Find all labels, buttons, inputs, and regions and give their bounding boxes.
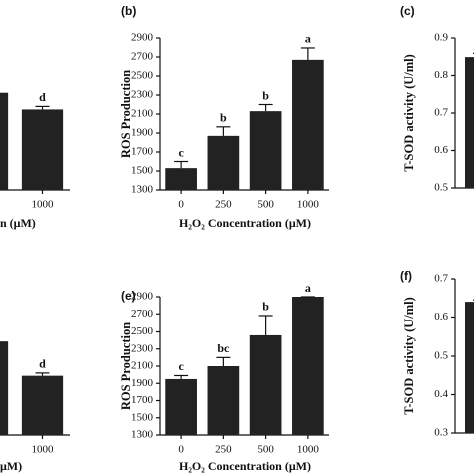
y-tick-label: 1700 <box>131 146 154 158</box>
y-tick-label: 1500 <box>131 411 154 423</box>
bar <box>21 109 64 190</box>
y-tick-label: 1900 <box>131 377 154 389</box>
bar <box>292 297 324 435</box>
y-tick-label: 0.7 <box>434 273 448 285</box>
y-axis-label: T-SOD activity (U/ml) <box>402 54 416 172</box>
y-axis-label: T-SOD activity (U/ml) <box>402 297 416 415</box>
x-tick-label: 250 <box>215 444 232 456</box>
y-tick-label: 0.9 <box>434 32 448 44</box>
y-tick-label: 2900 <box>131 32 154 44</box>
y-tick-label: 0.6 <box>434 144 448 156</box>
y-tick-label: 2300 <box>131 89 154 101</box>
y-tick-label: 2100 <box>131 360 154 372</box>
y-tick-label: 1300 <box>131 184 154 196</box>
bar <box>207 366 240 435</box>
panel-label: (e) <box>121 289 136 303</box>
significance-letter: d <box>39 90 46 104</box>
x-tick-label: 1000 <box>297 199 320 211</box>
y-tick-label: 1500 <box>131 165 154 177</box>
y-tick-label: 2700 <box>131 308 154 320</box>
x-tick-label: 500 <box>257 444 274 456</box>
x-tick-label: 0 <box>178 199 184 211</box>
bar <box>0 92 9 190</box>
bar <box>249 111 282 190</box>
bar <box>465 302 474 433</box>
significance-letter: d <box>39 357 46 371</box>
x-tick-label: 0 <box>178 444 184 456</box>
y-tick-label: 0.4 <box>434 388 448 400</box>
bar <box>249 334 282 435</box>
significance-letter: b <box>262 300 269 314</box>
significance-letter: c <box>178 359 184 373</box>
bar <box>165 378 197 435</box>
significance-letter: a <box>305 32 311 46</box>
significance-letter: bc <box>217 341 230 355</box>
x-tick-label: 250 <box>215 199 232 211</box>
y-tick-label: 2500 <box>131 325 154 337</box>
y-tick-label: 2700 <box>131 51 154 63</box>
y-tick-label: 0.6 <box>434 311 448 323</box>
y-tick-label: 2500 <box>131 70 154 82</box>
x-axis-label: H₂O₂ Concentration (μM) <box>179 459 311 473</box>
panel-label: (b) <box>121 4 136 18</box>
y-axis-label: ROS Production <box>119 70 133 158</box>
y-tick-label: 1300 <box>131 429 154 441</box>
x-axis-label: H₂O₂ Concentration (μM) <box>179 216 311 230</box>
y-tick-label: 2300 <box>131 342 154 354</box>
panel-label: (f) <box>400 269 412 283</box>
y-tick-label: 0.5 <box>434 182 448 194</box>
x-tick-label: 500 <box>257 199 274 211</box>
y-tick-label: 1900 <box>131 127 154 139</box>
significance-letter: c <box>178 145 184 159</box>
y-tick-label: 2900 <box>131 291 154 303</box>
x-tick-label: 1000 <box>32 199 55 211</box>
y-tick-label: 0.7 <box>434 107 448 119</box>
bar <box>21 375 64 435</box>
bar <box>207 135 240 190</box>
significance-letter: b <box>262 88 269 102</box>
significance-letter: b <box>220 111 227 125</box>
x-axis-label: n (μM) <box>0 216 36 230</box>
x-tick-label: 1000 <box>32 444 55 456</box>
bar <box>465 57 474 188</box>
bar <box>292 59 324 190</box>
bar <box>165 168 197 190</box>
panel-label: (c) <box>400 4 415 18</box>
significance-letter: a <box>305 281 311 295</box>
y-tick-label: 1700 <box>131 394 154 406</box>
y-axis-label: ROS Production <box>119 322 133 410</box>
x-tick-label: 1000 <box>297 444 320 456</box>
y-tick-label: 0.8 <box>434 69 448 81</box>
bar <box>0 341 9 435</box>
x-axis-label: μM) <box>0 459 22 473</box>
y-tick-label: 2100 <box>131 108 154 120</box>
y-tick-label: 0.5 <box>434 350 448 362</box>
y-tick-label: 0.3 <box>434 427 448 439</box>
